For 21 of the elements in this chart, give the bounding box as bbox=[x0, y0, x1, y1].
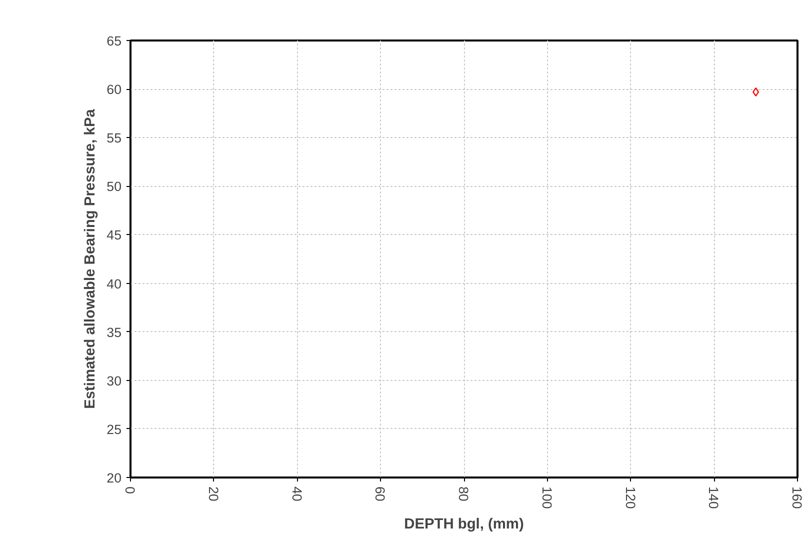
x-tick-label: 120 bbox=[622, 486, 638, 509]
y-tick-label: 45 bbox=[106, 228, 122, 243]
y-tick-label: 50 bbox=[106, 179, 122, 194]
x-axis-title: DEPTH bgl, (mm) bbox=[404, 516, 524, 533]
y-axis-title: Estimated allowable Bearing Pressure, kPa bbox=[82, 108, 99, 409]
y-tick-label: 30 bbox=[106, 373, 122, 388]
y-tick-label: 65 bbox=[106, 34, 122, 48]
x-tick-label: 100 bbox=[539, 486, 554, 509]
x-tick-label: 60 bbox=[372, 486, 388, 502]
y-tick-label: 40 bbox=[106, 276, 122, 292]
x-tick-label: 40 bbox=[289, 486, 304, 502]
x-tick-label: 20 bbox=[206, 486, 221, 502]
y-tick-label: 60 bbox=[106, 82, 122, 98]
x-tick-label: 0 bbox=[122, 486, 138, 494]
y-tick-label: 20 bbox=[106, 470, 122, 486]
y-tick-label: 55 bbox=[106, 130, 122, 146]
x-tick-label: 140 bbox=[706, 486, 722, 509]
x-tick-label: 80 bbox=[456, 486, 471, 502]
y-tick-label: 35 bbox=[106, 324, 122, 340]
x-tick-label: 160 bbox=[790, 486, 804, 509]
y-tick-label: 25 bbox=[106, 422, 122, 437]
